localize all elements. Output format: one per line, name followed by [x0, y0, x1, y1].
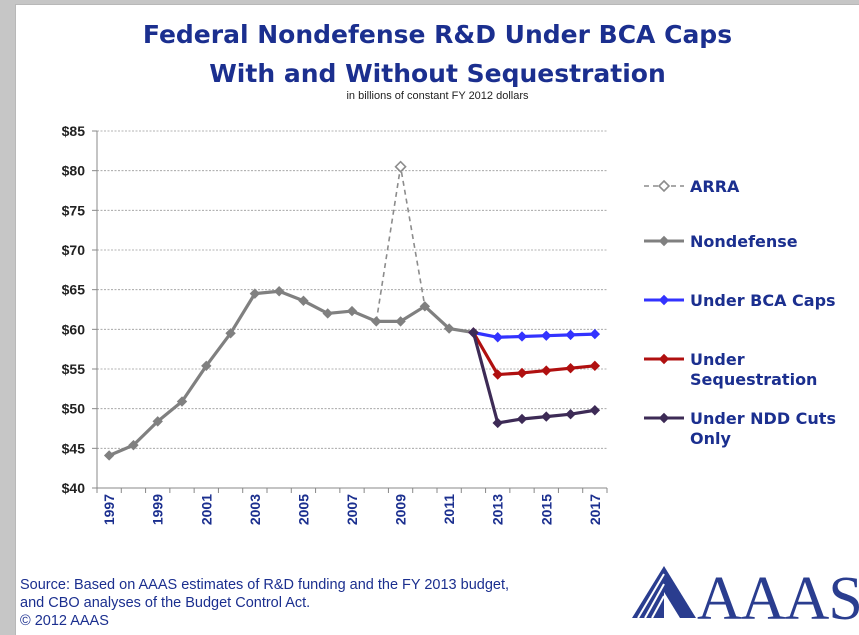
data-point-under-ndd-cuts-only — [589, 405, 601, 416]
data-point-under-sequestration — [492, 369, 503, 380]
source-note: Source: Based on AAAS estimates of R&D f… — [20, 576, 620, 630]
data-point-nondefense — [152, 416, 163, 427]
legend-label-under-sequestration: Under Sequestration — [690, 350, 817, 389]
data-point-under-ndd-cuts-only — [516, 413, 528, 425]
data-point-arra — [394, 160, 407, 173]
y-tick-label: $75 — [62, 202, 86, 218]
legend-label-under-ndd-cuts-only: Under NDD Cuts Only — [690, 409, 836, 448]
data-point-under-ndd-cuts-only — [565, 409, 576, 420]
x-tick-label: 2009 — [393, 494, 409, 525]
legend-label-nondefense: Nondefense — [690, 232, 798, 251]
data-point-nondefense — [298, 295, 309, 306]
data-point-nondefense — [103, 450, 115, 461]
chart-title-line-1: Federal Nondefense R&D Under BCA Caps — [142, 20, 733, 49]
data-point-under-ndd-cuts-only — [541, 411, 552, 422]
y-tick-label: $70 — [62, 242, 86, 258]
data-point-under-sequestration — [541, 365, 552, 376]
data-point-nondefense — [249, 288, 261, 299]
data-point-nondefense — [322, 308, 333, 319]
data-point-under-bca-caps — [541, 330, 552, 341]
source-line-1: Source: Based on AAAS estimates of R&D f… — [20, 577, 510, 593]
y-tick-label: $55 — [62, 361, 86, 377]
series-line-under-ndd-cuts-only — [471, 332, 596, 425]
x-tick-label: 2003 — [247, 494, 263, 525]
y-tick-label: $80 — [62, 163, 86, 179]
x-tick-label: 1997 — [101, 494, 117, 525]
data-point-under-bca-caps — [589, 328, 601, 340]
copyright: © 2012 AAAS — [20, 613, 109, 629]
x-tick-label: 2011 — [441, 494, 457, 525]
series-line-arra — [375, 165, 426, 322]
data-point-nondefense — [128, 439, 139, 451]
chart-title-line-2: With and Without Sequestration — [209, 59, 666, 88]
aaas-logo-text: AAAS — [697, 565, 859, 633]
x-tick-label: 2013 — [490, 494, 506, 525]
data-point-under-ndd-cuts-only — [492, 417, 503, 429]
x-tick-label: 2015 — [538, 494, 554, 525]
data-point-nondefense — [419, 301, 431, 312]
data-point-under-bca-caps — [516, 331, 528, 342]
data-point-under-bca-caps — [492, 332, 503, 343]
legend-marker-under-bca-caps — [658, 294, 670, 306]
legend-marker-under-sequestration — [658, 353, 670, 365]
x-tick-label: 2017 — [587, 494, 603, 525]
x-tick-label: 2001 — [198, 494, 214, 525]
data-point-under-sequestration — [589, 360, 601, 372]
aaas-logo-mark — [632, 566, 696, 619]
data-point-nondefense — [346, 305, 358, 317]
data-point-under-ndd-cuts-only — [468, 327, 479, 338]
x-tick-label: 2007 — [344, 494, 360, 525]
y-tick-label: $45 — [62, 440, 86, 456]
data-point-under-sequestration — [516, 367, 528, 379]
legend-label-arra: ARRA — [690, 177, 740, 196]
data-point-nondefense — [201, 360, 212, 372]
data-point-nondefense — [371, 316, 382, 327]
data-point-under-bca-caps — [565, 329, 576, 341]
series-line-under-bca-caps — [473, 330, 595, 339]
y-tick-label: $65 — [62, 282, 86, 298]
x-tick-label: 1999 — [150, 494, 166, 525]
data-point-nondefense — [225, 328, 236, 339]
data-point-nondefense — [176, 396, 188, 407]
y-tick-label: $85 — [62, 123, 86, 139]
y-tick-label: $50 — [62, 401, 86, 417]
source-line-2: and CBO analyses of the Budget Control A… — [20, 595, 311, 611]
series-line-under-sequestration — [472, 331, 596, 377]
legend-marker-arra — [657, 179, 671, 193]
y-tick-label: $40 — [62, 480, 86, 496]
y-tick-label: $60 — [62, 321, 86, 337]
series-line-nondefense — [108, 289, 474, 457]
line-chart: $40 $45 $50 $55 $60 $65 $70 $75 $80 $85 1997 1999 20… — [62, 123, 836, 525]
data-point-nondefense — [395, 316, 406, 327]
chart-subtitle: in billions of constant FY 2012 dollars — [346, 90, 529, 102]
x-tick-label: 2005 — [295, 494, 311, 525]
data-point-under-sequestration — [565, 362, 576, 374]
legend-marker-under-ndd-cuts-only — [658, 412, 670, 424]
data-point-nondefense — [273, 286, 285, 297]
legend-marker-nondefense — [658, 235, 670, 247]
data-point-nondefense — [443, 323, 455, 334]
legend-label-under-bca-caps: Under BCA Caps — [690, 291, 836, 310]
